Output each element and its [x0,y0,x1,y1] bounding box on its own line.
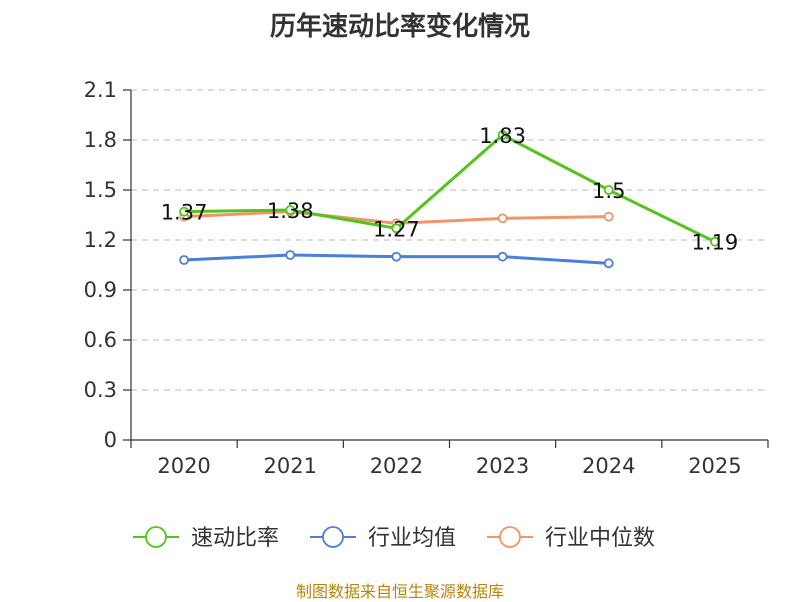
x-tick-label: 2022 [370,454,423,478]
data-label: 1.19 [692,231,739,255]
legend-marker [145,526,167,548]
y-tick-label: 0.6 [84,328,117,352]
data-point [603,185,614,195]
legend-label: 行业中位数 [545,526,655,551]
legend: 速动比率 行业均值 行业中位数 [133,526,655,551]
x-tick-label: 2021 [264,454,317,478]
x-tick-label: 2020 [157,454,210,478]
data-point [391,223,402,234]
source-note: 制图数据来自恒生聚源数据库 [295,582,504,601]
x-tick-label: 2024 [582,454,635,478]
data-point [497,251,508,262]
legend-marker [322,526,344,548]
y-tick-label: 1.2 [84,228,117,252]
legend-label: 行业均值 [368,526,456,551]
data-point [391,251,402,262]
data-label: 1.37 [161,201,208,225]
y-tick-label: 0.3 [84,378,117,402]
data-point [497,213,508,224]
y-tick-label: 1.5 [84,178,117,202]
grid-lines [131,89,768,391]
chart-title: 历年速动比率变化情况 [269,12,530,42]
legend-marker [499,526,521,548]
data-point [179,206,189,217]
y-tick-label: 2.1 [84,78,117,102]
data-point [603,258,614,269]
data-label: 1.27 [373,217,420,241]
data-point [497,130,508,140]
series-lines [179,130,720,269]
y-tick-label: 0.9 [84,278,117,302]
axes: 0 0.3 0.6 0.9 1.2 1.5 1.8 2.1 2020 2021 2022 2023 20… [84,78,769,478]
data-point [285,250,296,260]
data-labels: 1.37 1.38 1.27 1.83 1.5 1.19 [161,124,739,255]
data-point [179,255,189,265]
data-label: 1.5 [592,179,625,203]
x-tick-label: 2025 [688,454,741,478]
data-point [710,236,720,247]
data-point [603,211,614,222]
legend-label: 速动比率 [191,526,279,551]
series-line-0 [184,133,716,244]
x-tick-label: 2023 [476,454,529,478]
data-label: 1.38 [267,199,314,223]
y-tick-label: 1.8 [84,128,117,152]
data-point [285,205,296,215]
y-tick-label: 0 [104,428,117,452]
data-label: 1.83 [479,124,526,148]
